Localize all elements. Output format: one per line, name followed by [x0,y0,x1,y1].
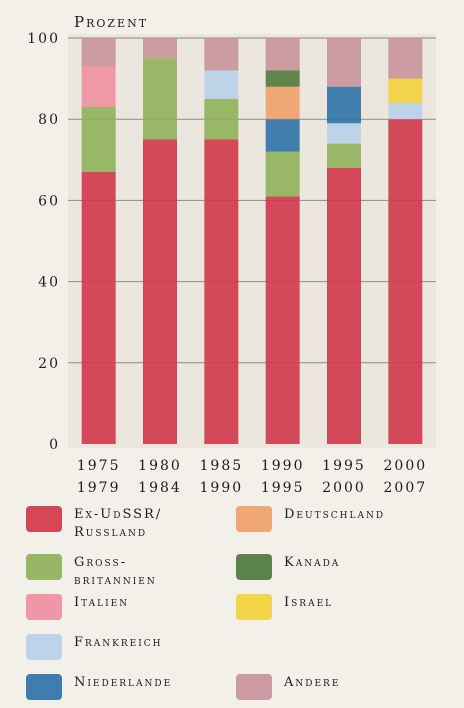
legend-item: Andere [236,674,340,700]
bar-segment [388,38,423,79]
legend-item: Gross- britannien [26,554,157,590]
legend-label: Andere [284,675,341,690]
legend-item: Frankreich [26,634,163,660]
x-tick-label: 2000 [322,480,366,496]
legend-label: Kanada [284,555,341,570]
legend-swatch [236,674,272,700]
bar-segment [388,102,423,120]
bar-segment [143,139,177,444]
x-tick-label: 1980 [138,458,182,474]
bar-segment [327,86,361,124]
bar-segment [327,143,361,168]
x-tick-label: 2000 [384,458,428,474]
bar-segment [81,38,116,67]
bar-segment [204,139,239,444]
bar-segment [265,196,300,444]
legend-swatch [236,506,272,532]
legend-item: Israel [236,594,333,620]
bar-segment [388,78,423,103]
legend-label: Deutschland [284,507,386,522]
legend-label: Israel [284,595,334,610]
gridlines [68,37,436,364]
legend-swatch [236,554,272,580]
bars [81,38,423,445]
x-tick-label: 1990 [200,480,244,496]
plot-background [68,34,436,448]
bar-segment [265,86,300,120]
bar-segment [143,38,177,59]
bar-segment [327,167,361,445]
x-tick-label: 1979 [77,480,121,496]
bar-segment [204,70,239,99]
y-axis-title: Prozent [74,13,148,31]
x-tick-label: 1995 [261,480,305,496]
stacked-bar-chart: 0 20 40 60 80 100 1975 1979 1980 1984 1985 1990 199… [27,13,436,496]
legend-swatch [26,506,62,532]
bar-segment [143,58,177,140]
y-tick-label: 100 [27,31,60,47]
y-tick-label: 0 [49,437,60,453]
legend-swatch [26,674,62,700]
legend: Ex-UdSSR/ Russland Gross- britannien Itali… [26,502,446,702]
x-tick-label: 1990 [261,458,305,474]
legend-swatch [26,554,62,580]
legend-swatch [26,634,62,660]
bar-segment [265,70,300,87]
bar-segment [265,119,300,152]
bar-segment [81,107,116,172]
y-tick-labels: 0 20 40 60 80 100 [27,31,60,453]
legend-item: Niederlande [26,674,172,700]
legend-label: Frankreich [74,635,163,650]
bar-segment [265,38,300,71]
x-tick-labels: 1975 1979 1980 1984 1985 1990 1990 1995 1995 2000… [77,458,428,496]
y-tick-label: 40 [38,275,60,291]
legend-swatch [26,594,62,620]
x-tick-label: 1995 [322,458,366,474]
x-tick-label: 1975 [77,458,121,474]
bar-segment [81,171,116,445]
legend-label: Niederlande [74,675,173,690]
legend-item: Deutschland [236,506,385,532]
bar-segment [204,98,239,140]
y-tick-label: 80 [38,112,60,128]
bar-segment [327,123,361,144]
legend-label: Ex-UdSSR/ Russland [74,507,163,540]
legend-item: Ex-UdSSR/ Russland [26,506,162,542]
x-tick-label: 1985 [200,458,244,474]
y-tick-label: 20 [38,356,60,372]
bar-segment [327,38,361,87]
bar-segment [81,66,116,108]
bar-segment [388,119,423,444]
x-tick-label: 2007 [384,480,428,496]
legend-item: Italien [26,594,129,620]
y-tick-label: 60 [38,193,60,209]
legend-swatch [236,594,272,620]
x-tick-label: 1984 [138,480,182,496]
bar-segment [204,38,239,71]
legend-label: Gross- britannien [74,555,157,588]
legend-label: Italien [74,595,130,610]
legend-item: Kanada [236,554,340,580]
bar-segment [265,151,300,197]
